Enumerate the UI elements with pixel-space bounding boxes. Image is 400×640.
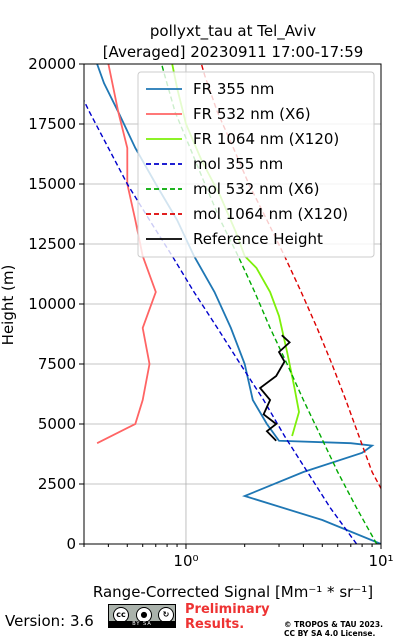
profile-chart: 10⁰ 10¹ 0 2500 5000 7500 10000 12500 15000 17500…: [0, 22, 394, 600]
x-axis-label: Range-Corrected Signal [Mm⁻¹ * sr⁻¹]: [93, 583, 373, 600]
legend-label-4: mol 532 nm (X6): [193, 180, 320, 198]
legend-label-0: FR 355 nm: [193, 80, 274, 98]
version-label: Version: 3.6: [5, 612, 94, 630]
y-tick-label: 5000: [38, 415, 76, 433]
chart-title-line1: pollyxt_tau at Tel_Aviv: [150, 22, 316, 41]
sa-icon: ↻: [158, 607, 174, 623]
license-line2: CC BY SA 4.0 License.: [284, 629, 376, 638]
legend-label-2: FR 1064 nm (X120): [193, 130, 339, 148]
x-axis: 10⁰ 10¹: [83, 544, 394, 570]
y-tick-label: 17500: [28, 115, 76, 133]
legend-label-6: Reference Height: [193, 230, 323, 248]
x-tick-label: 10⁰: [173, 552, 198, 570]
cc-badge-text: BY SA: [109, 621, 175, 627]
license-text: © TROPOS & TAU 2023. CC BY SA 4.0 Licens…: [284, 620, 383, 638]
y-tick-label: 15000: [28, 175, 76, 193]
license-line1: © TROPOS & TAU 2023.: [284, 620, 383, 629]
y-tick-label: 0: [66, 535, 76, 553]
y-tick-label: 10000: [28, 295, 76, 313]
chart-title-line2: [Averaged] 20230911 17:00-17:59: [103, 43, 364, 61]
series-line-6: [258, 334, 291, 442]
preliminary-line1: Preliminary: [185, 602, 270, 617]
preliminary-notice: Preliminary Results.: [185, 602, 270, 632]
y-tick-label: 12500: [28, 235, 76, 253]
preliminary-line2: Results.: [185, 617, 245, 632]
legend-label-3: mol 355 nm: [193, 155, 283, 173]
legend-box: [137, 71, 375, 258]
y-axis-label: Height (m): [0, 265, 17, 346]
legend-label-5: mol 1064 nm (X120): [193, 205, 348, 223]
y-tick-label: 2500: [38, 475, 76, 493]
series-line-3: [84, 99, 358, 544]
y-tick-label: 7500: [38, 355, 76, 373]
y-axis: 0 2500 5000 7500 10000 12500 15000 17500 20000: [28, 55, 84, 553]
legend: FR 355 nm FR 532 nm (X6) FR 1064 nm (X120)…: [137, 71, 375, 258]
y-tick-label: 20000: [28, 55, 76, 73]
legend-label-1: FR 532 nm (X6): [193, 105, 311, 123]
series-line-1: [96, 64, 157, 445]
cc-license-badge[interactable]: cc ● ↻ BY SA: [108, 604, 176, 628]
x-tick-label: 10¹: [368, 552, 393, 570]
